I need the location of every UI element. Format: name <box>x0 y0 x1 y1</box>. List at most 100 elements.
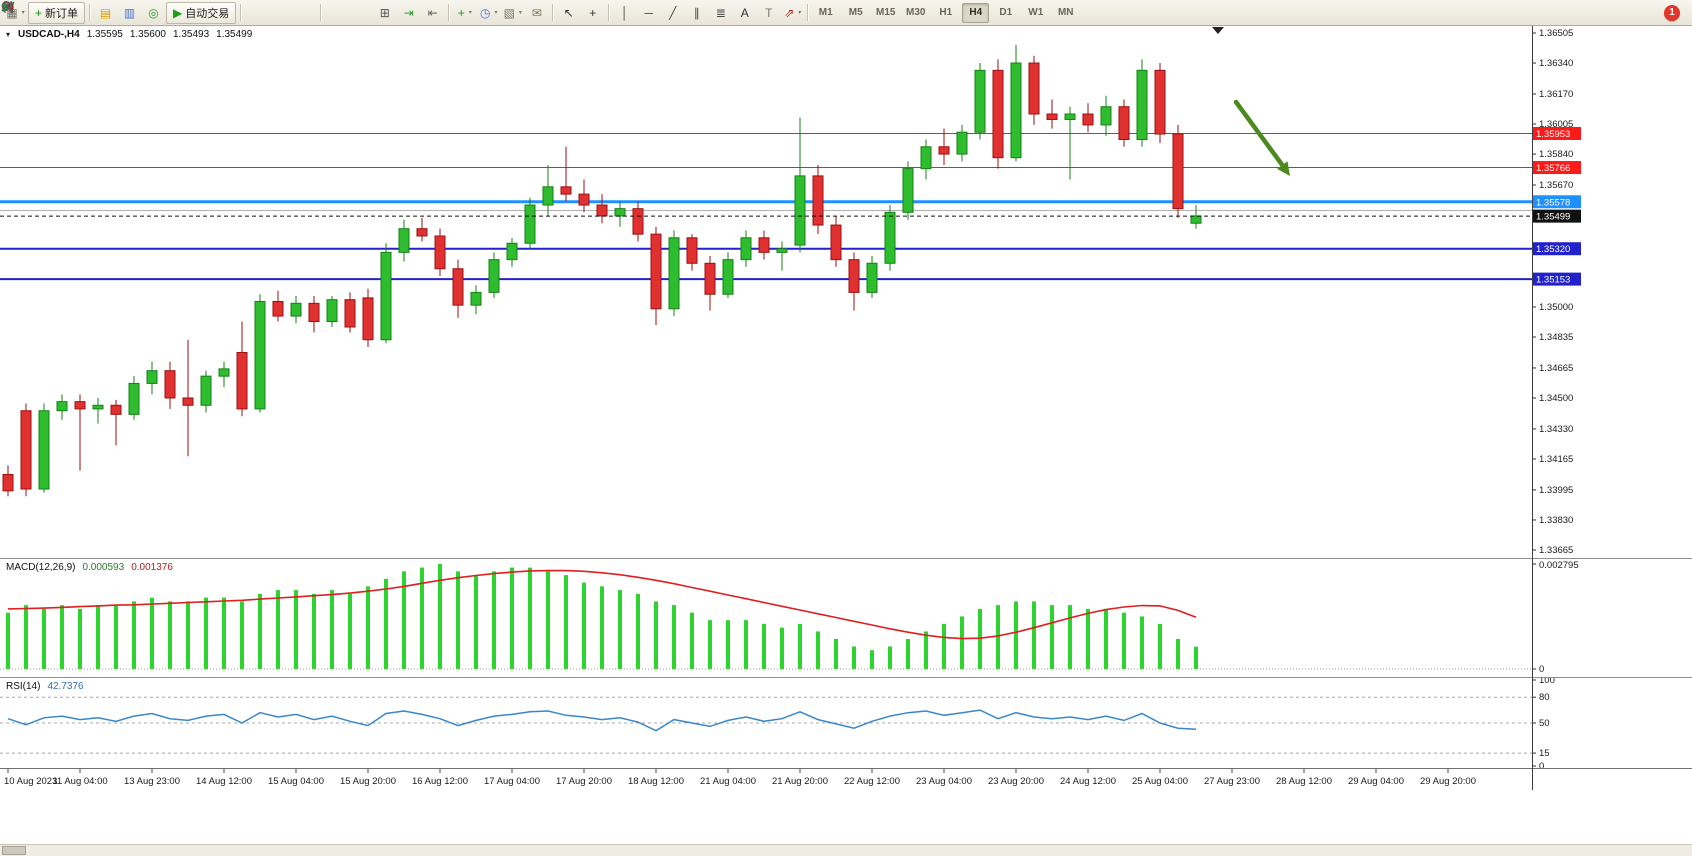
zoom-out-button[interactable] <box>1 1 372 23</box>
horizontal-line-tool[interactable]: ─ <box>637 3 660 23</box>
rsi-axis-label: 100 <box>1539 678 1555 686</box>
cursor-tool[interactable]: ↖ <box>557 3 580 23</box>
periods-button-caret: ▾ <box>494 10 498 16</box>
price-chart-panel[interactable]: 1.36505 1.36340 1.36170 1.36005 1.35840 1.356… <box>0 26 1692 558</box>
macd-histogram-bar <box>204 597 208 669</box>
email-icon[interactable]: ✉ <box>525 3 548 23</box>
macd-histogram-bar <box>474 575 478 669</box>
price-badge[interactable] <box>1533 242 1581 256</box>
macd-histogram-bar <box>294 590 298 669</box>
vertical-line-tool[interactable]: │ <box>613 3 636 23</box>
candle-down <box>650 233 662 310</box>
macd-histogram-bar <box>366 586 370 669</box>
candle-down <box>272 301 284 317</box>
candle-up <box>92 404 104 410</box>
bar-chart-icon[interactable] <box>3 1 268 23</box>
candle-down <box>20 410 32 490</box>
timeframe-m30[interactable]: M30 <box>906 7 926 18</box>
text-label-tool[interactable]: T <box>757 3 780 23</box>
crosshair-tool[interactable]: + <box>581 3 604 23</box>
indicators-button[interactable]: + ▾ <box>453 3 476 23</box>
search-button[interactable] <box>1 1 1536 23</box>
timeframe-m5[interactable]: M5 <box>848 7 863 18</box>
tile-windows-icon-glyph: ⊞ <box>379 5 390 20</box>
candle-up <box>1064 113 1076 120</box>
candle-down <box>830 224 842 261</box>
macd-histogram-bar <box>78 608 82 669</box>
timeframe-h4[interactable]: H4 <box>962 2 990 23</box>
auto-scroll-icon[interactable]: ⇥ <box>397 3 420 23</box>
macd-panel[interactable]: 0.002795 0 MACD(12,26,9) 0.000593 0.00137… <box>0 558 1692 677</box>
rsi-axis-label: 15 <box>1539 748 1550 759</box>
macd-histogram-bar <box>690 612 694 669</box>
channel-tool[interactable]: ∥ <box>685 3 708 23</box>
macd-histogram-bar <box>942 623 946 669</box>
time-axis-label: 28 Aug 12:00 <box>1276 776 1332 787</box>
time-axis-label: 14 Aug 12:00 <box>196 776 252 787</box>
macd-histogram-bar <box>420 567 424 669</box>
candle-down <box>704 262 716 295</box>
candlestick-chart-icon[interactable] <box>2 1 292 23</box>
candle-up <box>866 262 878 293</box>
templates-button-caret: ▾ <box>518 10 522 16</box>
time-axis-label: 29 Aug 04:00 <box>1348 776 1404 787</box>
timeframe-h1[interactable]: H1 <box>939 7 953 18</box>
notification-badge[interactable]: 1 <box>1664 4 1680 21</box>
arrows-tool-glyph: ⇗ <box>784 5 795 20</box>
candle-up <box>200 375 212 406</box>
timeframe-m15[interactable]: M15 <box>876 7 896 18</box>
rsi-axis-label: 50 <box>1539 718 1550 729</box>
price-badge[interactable] <box>1533 161 1581 175</box>
macd-label: MACD(12,26,9) <box>6 562 76 573</box>
timeframe-d1[interactable]: D1 <box>999 7 1013 18</box>
macd-histogram-bar <box>600 586 604 669</box>
macd-histogram-bar <box>384 578 388 669</box>
candle-down <box>452 268 464 306</box>
candle-down <box>308 302 320 323</box>
fibonacci-tool[interactable]: ≣ <box>709 3 732 23</box>
indicators-button-caret: ▾ <box>468 10 472 16</box>
timeframe-mn[interactable]: MN <box>1057 7 1074 18</box>
periods-button[interactable]: ◷ ▾ <box>477 3 500 23</box>
text-tool[interactable]: A <box>733 3 756 23</box>
candle-up <box>470 291 482 306</box>
navigator-icon[interactable]: ◎ <box>142 3 165 23</box>
chart-shift-icon[interactable]: ⇤ <box>421 3 444 23</box>
rsi-panel[interactable]: 100 80 50 15 0 RSI(14) 42.7376 <box>0 677 1692 768</box>
price-axis-label: 1.34330 <box>1539 424 1573 435</box>
time-axis[interactable]: 10 Aug 2023 11 Aug 04:00 13 Aug 23:00 14 Au… <box>0 768 1692 791</box>
trend-arrow[interactable] <box>1233 99 1286 169</box>
scrollbar-thumb[interactable] <box>2 846 26 855</box>
macd-histogram-bar <box>852 646 856 669</box>
macd-histogram-bar <box>24 605 28 669</box>
price-plot[interactable]: 1.36505 1.36340 1.36170 1.36005 1.35840 1.356… <box>0 26 1692 558</box>
macd-histogram-bar <box>672 605 676 669</box>
market-watch-icon[interactable]: ▥ <box>118 3 141 23</box>
macd-histogram-bar <box>1068 605 1072 669</box>
price-badge[interactable] <box>1533 272 1581 286</box>
timeframe-w1[interactable]: W1 <box>1028 7 1044 18</box>
trend-arrow-head[interactable] <box>1277 161 1290 176</box>
line-chart-icon[interactable] <box>1 1 316 23</box>
new-order-button[interactable]: + 新订单 <box>28 1 86 24</box>
email-icon-glyph: ✉ <box>531 5 542 20</box>
horizontal-scrollbar[interactable] <box>0 844 1692 856</box>
trendline-tool[interactable]: ╱ <box>661 3 684 23</box>
autotrade-button[interactable]: ▶ 自动交易 <box>166 1 237 24</box>
one-click-trading-toggle[interactable]: ▾ <box>6 30 11 39</box>
time-axis-label: 27 Aug 23:00 <box>1204 776 1260 787</box>
templates-button[interactable]: ▧ ▾ <box>501 3 524 23</box>
price-axis-label: 1.36505 <box>1539 28 1573 39</box>
timeframe-m1[interactable]: M1 <box>818 7 833 18</box>
profiles-icon[interactable]: ▤ <box>94 3 117 23</box>
time-axis-label: 25 Aug 04:00 <box>1132 776 1188 787</box>
symbol-label: USDCAD-,H4 <box>18 29 80 40</box>
candle-down <box>1028 62 1040 115</box>
macd-histogram-bar <box>6 612 10 669</box>
macd-axis-label: 0 <box>1539 664 1544 675</box>
price-badge[interactable] <box>1533 195 1581 209</box>
price-badge[interactable] <box>1533 126 1581 140</box>
zoom-in-button[interactable] <box>1 1 348 23</box>
arrows-tool[interactable]: ⇗ ▾ <box>781 3 804 23</box>
tile-windows-icon[interactable]: ⊞ <box>373 3 396 23</box>
